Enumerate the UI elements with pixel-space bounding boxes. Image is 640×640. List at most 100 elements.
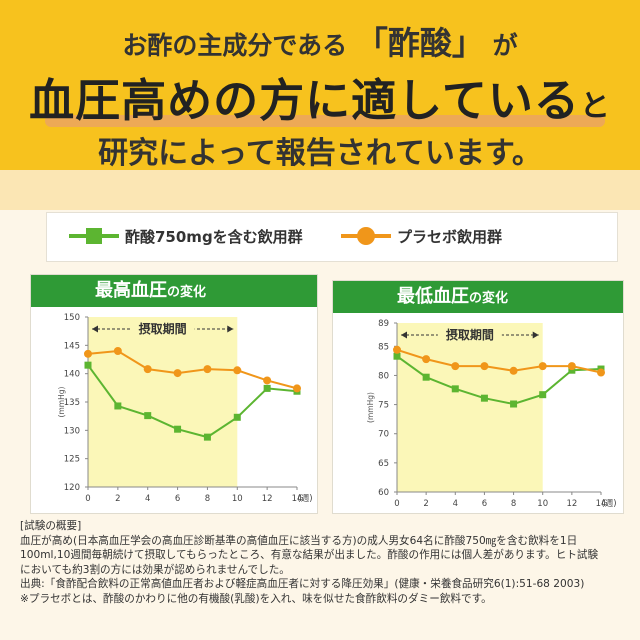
legend-label-acetic: 酢酸750mgを含む飲用群: [125, 228, 303, 246]
data-point: [568, 366, 576, 374]
arrow-head-right: [227, 325, 234, 333]
diastolic-chart-plot: 摂取期間 60 65 70 75 80 85 89 (mmHg) 0 2 4 6 8 10 12 14(週): [366, 319, 617, 509]
systolic-chart-panel: 最高血圧の変化 摂取期間 120 125 130 135 140 145 150 (mmHg) 0…: [30, 274, 318, 514]
data-point: [422, 373, 430, 381]
data-point: [597, 368, 605, 377]
x-tick-label: 6: [482, 499, 487, 509]
legend-marker-acetic: [69, 228, 119, 244]
data-point: [480, 362, 489, 371]
y-axis-label: (mmHg): [57, 386, 66, 417]
x-tick-label: 0: [394, 499, 399, 509]
note-line: ※プラセボとは、酢酸のかわりに他の有機酸(乳酸)を入れ、味を似せた食酢飲料のダミ…: [20, 592, 492, 605]
data-point: [173, 369, 182, 378]
diastolic-title-main: 最低血圧: [397, 286, 469, 307]
diastolic-chart-panel: 最低血圧の変化 摂取期間 60 65 70 75 80 85 89 (mmHg) 0 2 4 6 8 10 1…: [332, 280, 624, 514]
series-line: [396, 355, 602, 406]
data-point: [393, 352, 401, 360]
intake-period-label: 摂取期間: [139, 321, 187, 336]
headline-line2: 血圧高めの方に適していると: [0, 64, 640, 129]
x-tick-label: 2: [115, 494, 120, 504]
y-tick-label: 89: [378, 319, 389, 329]
y-axis-label: (mmHg): [366, 392, 375, 423]
series-line: [87, 364, 298, 439]
intake-period-label-bg: [437, 326, 502, 344]
y-tick-label: 145: [64, 341, 80, 351]
data-point: [233, 366, 242, 375]
data-point: [84, 349, 92, 358]
headline-line1-accent: 「酢酸」: [355, 24, 484, 62]
study-notes: [試験の概要] 血圧が高め(日本高血圧学会の高血圧診断基準の高値血圧に該当する方…: [20, 519, 624, 607]
data-point: [174, 425, 182, 433]
legend-marker-placebo: [341, 227, 391, 245]
note-line: 血圧が高め(日本高血圧学会の高血圧診断基準の高値血圧に該当する方)の成人男女64…: [20, 534, 578, 547]
data-point: [114, 402, 122, 410]
y-tick-label: 75: [378, 401, 389, 411]
data-point: [480, 394, 488, 402]
series-line: [396, 348, 602, 374]
y-tick-label: 70: [378, 430, 389, 440]
headline-line1-pre: お酢の主成分である: [122, 31, 348, 60]
x-tick-label: 2: [423, 499, 428, 509]
note-line: 出典:「食酢配合飲料の正常高値血圧者および軽症高血圧者に対する降圧効果」(健康・…: [20, 578, 585, 591]
header-fade: [0, 170, 640, 210]
x-axis-unit: (週): [601, 499, 616, 509]
series-line: [87, 349, 298, 390]
data-point: [510, 400, 518, 408]
x-tick-label: 14: [596, 499, 607, 509]
data-point: [113, 347, 122, 355]
x-tick-label: 10: [537, 499, 548, 509]
headline-line2-main: 血圧高めの方に適している: [29, 74, 580, 127]
arrow-head-right: [532, 331, 539, 339]
data-point: [263, 384, 271, 392]
systolic-title-tail: の変化: [167, 285, 207, 300]
intake-period-label: 摂取期間: [446, 327, 494, 342]
data-point: [143, 365, 152, 374]
data-point: [203, 433, 211, 441]
x-axis-unit: (週): [297, 494, 312, 504]
data-point: [144, 412, 152, 420]
data-point: [263, 376, 272, 385]
intake-period-band: [397, 323, 543, 492]
intake-period-label-bg: [130, 320, 195, 338]
legend-label-placebo: プラセボ飲用群: [397, 228, 503, 246]
x-tick-label: 4: [145, 494, 150, 504]
x-tick-label: 4: [453, 499, 458, 509]
note-line: 100ml,10週間毎朝続けて摂取してもらったところ、有意な結果が出ました。酢酸…: [20, 549, 599, 562]
x-tick-label: 8: [511, 499, 516, 509]
y-tick-label: 135: [64, 398, 80, 408]
systolic-chart-plot: 摂取期間 120 125 130 135 140 145 150 (mmHg) 0 2 4 6 8 10 12…: [57, 313, 313, 504]
headline-line1: お酢の主成分である 「酢酸」 が: [0, 18, 640, 64]
headline-line1-post: が: [492, 31, 518, 60]
y-tick-label: 120: [64, 483, 80, 493]
y-tick-label: 150: [64, 313, 80, 323]
y-tick-label: 80: [378, 371, 389, 381]
x-tick-label: 10: [232, 494, 243, 504]
data-point: [451, 385, 459, 393]
y-tick-label: 130: [64, 426, 80, 436]
diastolic-title-tail: の変化: [469, 291, 509, 306]
x-tick-label: 8: [205, 494, 210, 504]
data-point: [539, 391, 547, 399]
systolic-title-main: 最高血圧: [95, 280, 167, 301]
data-point: [422, 355, 431, 364]
x-tick-label: 6: [175, 494, 180, 504]
note-line: においても約3割の方には効果が認められませんでした。: [20, 563, 290, 576]
y-tick-label: 65: [378, 459, 389, 469]
y-tick-label: 140: [64, 370, 80, 380]
data-point: [509, 366, 518, 375]
headline-line2-tail: と: [579, 89, 611, 124]
brush-underline: [45, 115, 605, 127]
arrow-head-left: [92, 325, 98, 333]
y-tick-label: 60: [378, 488, 389, 498]
headline-line3: 研究によって報告されています。: [98, 136, 542, 171]
x-tick-label: 12: [262, 494, 273, 504]
arrow-head-left: [401, 331, 407, 339]
intake-period-band: [88, 317, 238, 487]
data-point: [233, 413, 241, 421]
systolic-chart-title: 最高血圧の変化: [31, 275, 317, 307]
data-point: [538, 362, 547, 371]
y-tick-label: 85: [378, 342, 389, 352]
chart-legend: 酢酸750mgを含む飲用群 プラセボ飲用群: [46, 212, 618, 262]
data-point: [567, 362, 576, 371]
header-banner: [0, 0, 640, 200]
